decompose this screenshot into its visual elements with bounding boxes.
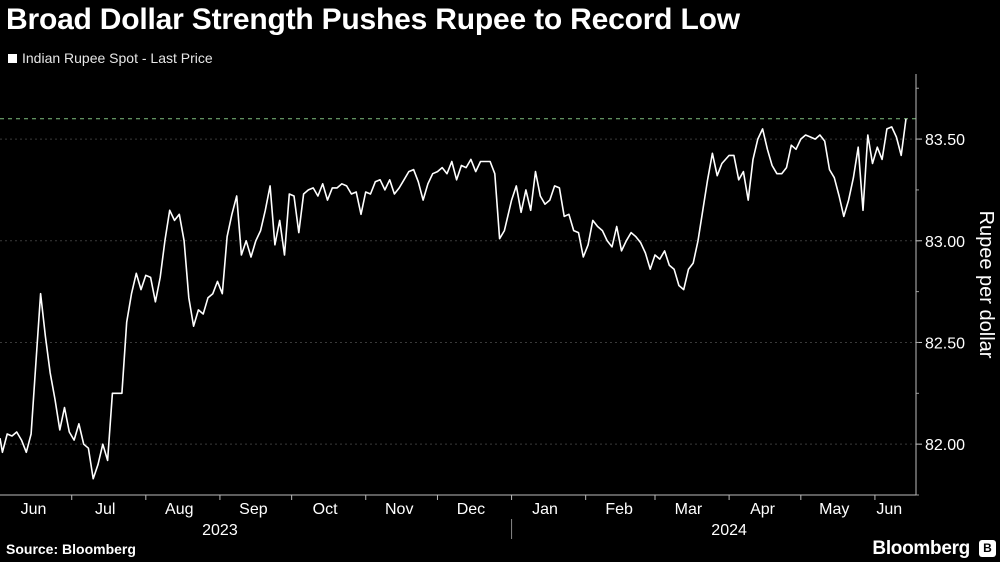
- y-tick-label: 83.00: [925, 234, 965, 251]
- axes: 82.00 82.50 83.00 83.50 Jun Jul Aug Sep Oct Nov De…: [0, 74, 965, 539]
- bloomberg-logo-icon: B: [979, 540, 996, 557]
- x-tick-label: Mar: [675, 501, 703, 518]
- x-tick-label: Jan: [532, 501, 558, 518]
- x-tick-label: Aug: [165, 501, 193, 518]
- x-tick-label: Feb: [605, 501, 633, 518]
- x-tick-label: Apr: [750, 501, 776, 518]
- y-axis-label: Rupee per dollar: [975, 211, 997, 359]
- year-label: 2024: [711, 522, 747, 539]
- legend-swatch: [8, 53, 17, 63]
- brand-name: Bloomberg: [872, 538, 970, 559]
- chart-title: Broad Dollar Strength Pushes Rupee to Re…: [6, 3, 740, 36]
- gridlines: [0, 138, 916, 445]
- x-tick-label: Jun: [21, 501, 47, 518]
- x-tick-label: Jul: [95, 501, 115, 518]
- x-tick-label: Dec: [457, 501, 485, 518]
- series-line: [0, 118, 907, 480]
- legend: Indian Rupee Spot - Last Price: [8, 50, 213, 66]
- y-tick-label: 83.50: [925, 132, 965, 149]
- x-tick-label: May: [819, 501, 849, 518]
- year-label: 2023: [202, 522, 238, 539]
- x-tick-label: Oct: [313, 501, 338, 518]
- y-tick-label: 82.00: [925, 437, 965, 454]
- x-tick-label: Nov: [385, 501, 413, 518]
- source-note: Source: Bloomberg: [6, 541, 136, 557]
- x-tick-label: Jun: [876, 501, 902, 518]
- legend-label: Indian Rupee Spot - Last Price: [22, 50, 213, 66]
- y-tick-label: 82.50: [925, 335, 965, 352]
- x-tick-label: Sep: [239, 501, 268, 518]
